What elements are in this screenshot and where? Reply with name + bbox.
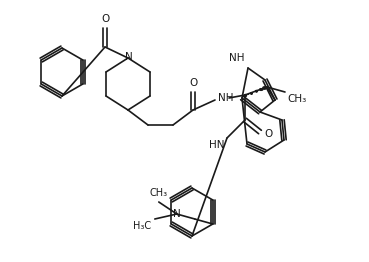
Text: H₃C: H₃C: [133, 221, 151, 231]
Text: HN: HN: [210, 140, 225, 150]
Text: NH: NH: [218, 93, 234, 103]
Text: CH₃: CH₃: [150, 188, 168, 198]
Text: O: O: [101, 14, 109, 24]
Text: O: O: [189, 78, 197, 88]
Text: N: N: [125, 52, 133, 62]
Text: O: O: [264, 129, 272, 139]
Text: NH: NH: [228, 53, 244, 63]
Text: CH₃: CH₃: [287, 94, 306, 104]
Text: N: N: [173, 209, 181, 219]
